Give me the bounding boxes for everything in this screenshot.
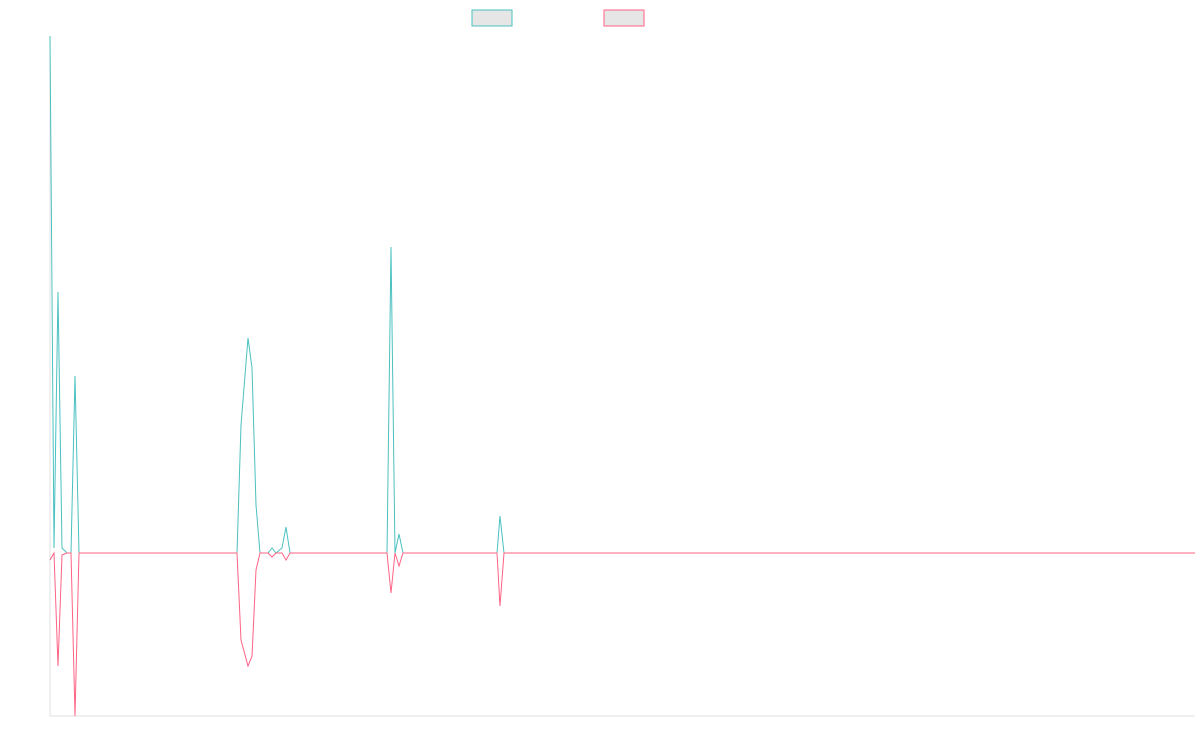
line-series <box>49 35 1195 554</box>
legend-swatch <box>603 9 645 27</box>
line-series <box>49 551 1195 717</box>
legend-swatch <box>471 9 513 27</box>
